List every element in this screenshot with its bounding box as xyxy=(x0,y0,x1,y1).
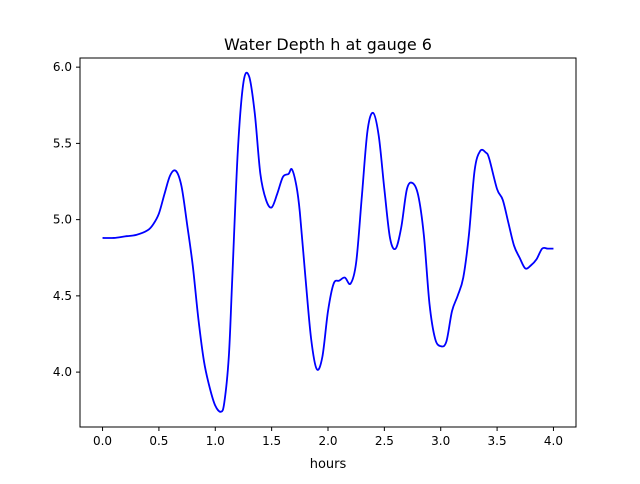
y-tick-label: 6.0 xyxy=(53,60,72,74)
series-layer xyxy=(102,71,554,413)
x-axis-label: hours xyxy=(310,457,347,472)
series-line-0 xyxy=(102,71,554,413)
x-tick-label: 0.0 xyxy=(93,434,112,448)
plot-frame xyxy=(79,57,577,428)
x-tick-label: 3.5 xyxy=(488,434,507,448)
x-tick-label: 2.5 xyxy=(375,434,394,448)
y-tick-label: 5.0 xyxy=(53,213,72,227)
x-tick-label: 3.0 xyxy=(431,434,450,448)
y-axis-ticks: 4.0 4.5 5.0 5.5 6.0 xyxy=(53,60,80,379)
y-tick-label: 5.5 xyxy=(53,136,72,150)
chart-title: Water Depth h at gauge 6 xyxy=(224,35,432,54)
y-tick-label: 4.0 xyxy=(53,365,72,379)
x-tick-label: 4.0 xyxy=(544,434,563,448)
x-tick-label: 0.5 xyxy=(149,434,168,448)
x-tick-label: 2.0 xyxy=(318,434,337,448)
x-tick-label: 1.5 xyxy=(262,434,281,448)
y-tick-label: 4.5 xyxy=(53,289,72,303)
x-tick-label: 1.0 xyxy=(206,434,225,448)
x-axis-ticks: 0.0 0.5 1.0 1.5 2.0 2.5 3.0 3.5 4.0 xyxy=(93,427,563,448)
